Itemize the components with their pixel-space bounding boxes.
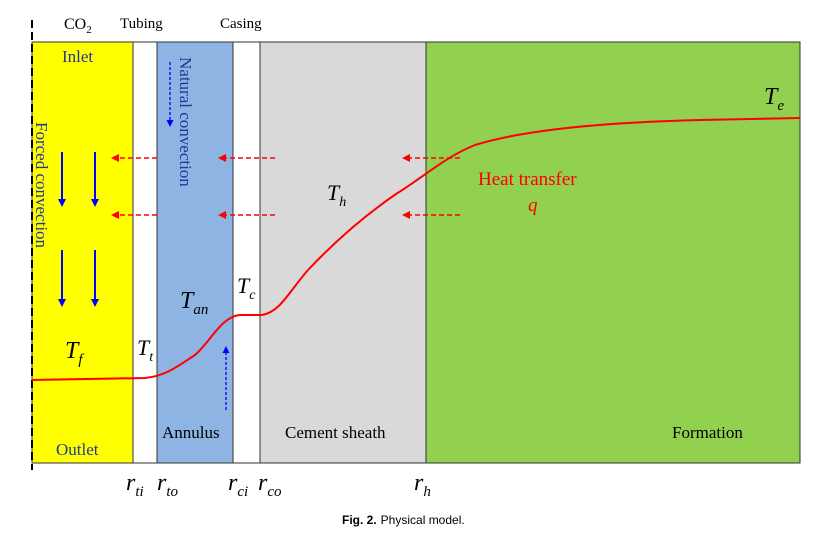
- figure-caption: Fig. 2. Physical model.: [342, 513, 465, 527]
- formation-label: Formation: [672, 423, 743, 442]
- temp-label-Tan: Tan: [180, 288, 208, 318]
- fluid-region: [32, 42, 133, 463]
- temp-label-Th: Th: [327, 180, 346, 210]
- temp-label-Tf: Tf: [65, 338, 84, 368]
- radius-label-rti: rti: [126, 470, 144, 500]
- tubing-label: Tubing: [120, 16, 163, 32]
- annulus-label: Annulus: [162, 423, 220, 442]
- forced-convection-arrows: [58, 152, 99, 307]
- casing-label: Casing: [220, 16, 262, 32]
- formation-region: [426, 42, 800, 463]
- casing-wall: [233, 42, 260, 463]
- temp-label-Tc: Tc: [237, 273, 256, 303]
- radius-label-rco: rco: [258, 470, 282, 500]
- radius-label-rto: rto: [157, 470, 179, 500]
- cement-sheath-region: [260, 42, 426, 463]
- co2-label: CO2: [64, 16, 92, 36]
- temperature-profile-curve: [31, 117, 801, 381]
- outlet-label: Outlet: [56, 440, 99, 459]
- heat-transfer-label: Heat transfer: [478, 169, 577, 190]
- radius-label-rh: rh: [414, 470, 431, 500]
- temp-label-Te: Te: [764, 84, 784, 114]
- inlet-label: Inlet: [62, 47, 93, 66]
- forced-convection-label: Forced convection: [32, 122, 51, 249]
- temp-label-Tt: Tt: [137, 335, 154, 365]
- cement-sheath-label: Cement sheath: [285, 423, 386, 442]
- heat-flux-q-label: q: [528, 195, 538, 216]
- tubing-wall: [133, 42, 157, 463]
- radius-label-rci: rci: [228, 470, 248, 500]
- natural-convection-label: Natural convection: [176, 57, 195, 187]
- region-dividers: [132, 42, 427, 463]
